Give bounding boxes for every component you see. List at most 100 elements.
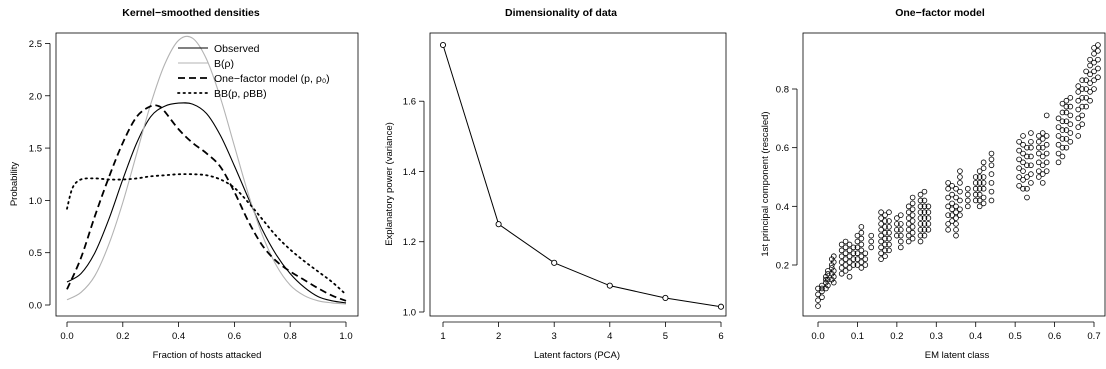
y-tick-label: 1.2 bbox=[403, 237, 416, 248]
scatter-point bbox=[854, 238, 861, 245]
kernel-densities-panel: Kernel−smoothed densities Fraction of ho… bbox=[9, 7, 359, 361]
scatter-point bbox=[976, 203, 983, 210]
scatter-point bbox=[878, 215, 884, 221]
scatter-point bbox=[878, 250, 884, 257]
scatter-point bbox=[1075, 89, 1082, 95]
scatter-point bbox=[1020, 159, 1026, 166]
scatter-point bbox=[815, 285, 821, 292]
scatter-point bbox=[882, 229, 888, 236]
scatter-point bbox=[815, 303, 821, 309]
scatter-point bbox=[1059, 136, 1066, 142]
scatter-point bbox=[1020, 150, 1026, 157]
chart-title: One−factor model bbox=[895, 7, 985, 19]
scatter-point bbox=[854, 256, 861, 262]
scatter-point bbox=[917, 209, 924, 216]
scatter-point bbox=[838, 247, 845, 254]
y-axis-label: Explanatory power (variance) bbox=[384, 122, 395, 246]
scatter-point bbox=[1079, 103, 1085, 110]
scatter-point bbox=[1024, 162, 1030, 169]
scatter-point bbox=[862, 250, 869, 257]
x-tick-label: 0.6 bbox=[228, 331, 241, 342]
scatter-point bbox=[988, 156, 995, 163]
scatter-point bbox=[850, 250, 857, 257]
data-point bbox=[439, 41, 447, 49]
scatter-point bbox=[976, 191, 983, 198]
scatter-point bbox=[1016, 156, 1022, 163]
scatter-point bbox=[921, 209, 928, 216]
scatter-point bbox=[862, 262, 869, 268]
scatter-point bbox=[1039, 144, 1046, 151]
scatter-point bbox=[830, 279, 837, 286]
density-line bbox=[66, 35, 347, 305]
scatter-point bbox=[882, 241, 888, 248]
scatter-point bbox=[878, 232, 884, 239]
scatter-point bbox=[905, 215, 912, 221]
x-tick-label: 3 bbox=[552, 331, 557, 342]
scatter-point bbox=[1043, 133, 1050, 139]
scatter-point bbox=[909, 212, 916, 218]
scatter-point bbox=[819, 282, 825, 289]
scatter-point bbox=[1075, 83, 1082, 89]
plot-frame bbox=[429, 32, 727, 317]
scatter-point bbox=[925, 209, 932, 216]
scatter-point bbox=[1075, 124, 1082, 130]
y-axis-label: Probability bbox=[9, 162, 20, 207]
scatter-point bbox=[1091, 45, 1097, 51]
scatter-point bbox=[846, 265, 853, 271]
scatter-point bbox=[976, 174, 983, 180]
x-axis: 0.0 0.2 0.4 0.6 0.8 1.0 bbox=[60, 321, 353, 342]
scatter-point bbox=[819, 288, 825, 295]
scatter-point bbox=[1063, 97, 1070, 104]
scatter-point bbox=[917, 238, 924, 245]
scatter-point bbox=[945, 203, 951, 210]
scatter-point bbox=[1055, 115, 1062, 122]
scatter-point bbox=[838, 259, 845, 265]
scatter-point bbox=[846, 259, 853, 265]
scatter-point bbox=[1036, 168, 1042, 174]
scatter-point bbox=[1087, 80, 1093, 86]
scatter-point bbox=[815, 297, 821, 304]
scatter-point bbox=[830, 273, 837, 280]
one-factor-panel: One−factor model EM latent class 1st pri… bbox=[760, 7, 1106, 361]
scatter-point bbox=[882, 247, 888, 254]
scatter-point bbox=[988, 188, 995, 195]
scatter-point bbox=[1059, 127, 1066, 133]
scatter-point bbox=[882, 212, 888, 218]
scatter-point bbox=[886, 209, 892, 216]
scatter-point bbox=[972, 197, 979, 204]
scatter-point bbox=[988, 180, 995, 186]
scatter-point bbox=[957, 197, 963, 204]
scatter-point bbox=[1036, 159, 1042, 166]
scatter-point bbox=[1024, 185, 1030, 192]
scatter-point bbox=[823, 276, 829, 283]
x-tick-label: 0.4 bbox=[969, 331, 982, 342]
scatter-point bbox=[1028, 139, 1034, 145]
scatter-point bbox=[1039, 153, 1046, 160]
scatter-point bbox=[882, 253, 888, 260]
scatter-point bbox=[1028, 180, 1034, 186]
scatter-points bbox=[815, 42, 1101, 309]
scatter-point bbox=[878, 227, 884, 233]
x-tick-label: 2 bbox=[496, 331, 501, 342]
scatter-point bbox=[1055, 141, 1062, 148]
scatter-point bbox=[917, 221, 924, 227]
scatter-point bbox=[1016, 147, 1022, 154]
scatter-point bbox=[976, 197, 983, 204]
scatter-point bbox=[1067, 112, 1074, 119]
scatter-point bbox=[886, 229, 892, 236]
scatter-point bbox=[1083, 95, 1089, 101]
scatter-point bbox=[1028, 153, 1034, 160]
scatter-point bbox=[909, 200, 916, 207]
scatter-point bbox=[949, 191, 955, 198]
x-tick-label: 0.7 bbox=[1087, 331, 1100, 342]
scatter-point bbox=[988, 162, 995, 169]
scatter-point bbox=[882, 235, 888, 242]
scatter-point bbox=[1059, 153, 1066, 160]
scatter-point bbox=[1063, 109, 1070, 116]
x-axis-label: EM latent class bbox=[925, 350, 990, 361]
scatter-point bbox=[850, 244, 857, 251]
scatter-point bbox=[953, 203, 959, 210]
scatter-point bbox=[868, 244, 875, 251]
scatter-point bbox=[1079, 112, 1085, 119]
